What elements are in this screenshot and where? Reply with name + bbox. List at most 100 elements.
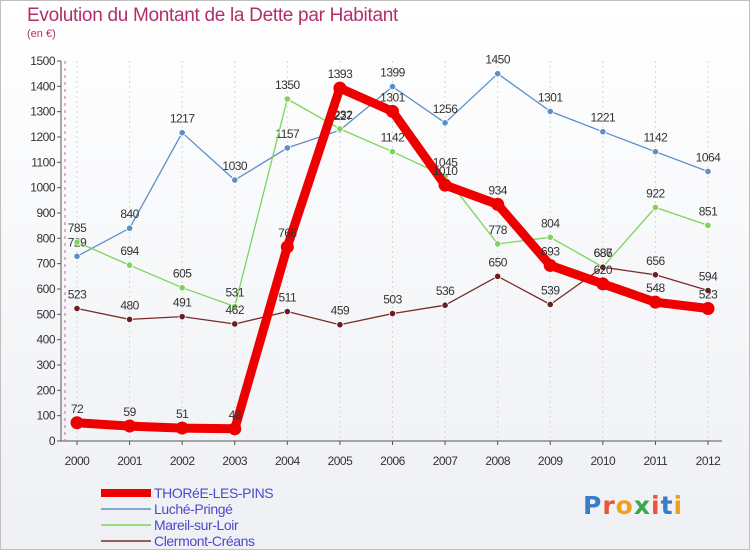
series-point-1	[73, 252, 81, 260]
series-point-0	[175, 421, 189, 435]
logo-letter: o	[615, 491, 634, 520]
legend-label-clermont: Clermont-Créans	[154, 533, 255, 549]
y-tick-label: 1300	[30, 105, 56, 119]
series-point-0	[596, 277, 610, 291]
data-label-1: 1399	[380, 66, 406, 80]
data-label-1: 1221	[590, 111, 616, 125]
data-label-2: 851	[699, 204, 718, 218]
data-label-3: 656	[646, 254, 665, 268]
series-point-2	[546, 233, 554, 241]
y-tick-label: 1500	[30, 54, 56, 68]
series-point-2	[178, 284, 186, 292]
logo-letter: P	[583, 491, 603, 520]
data-label-3: 536	[436, 284, 455, 298]
y-tick-label: 1100	[31, 155, 56, 169]
series-point-1	[546, 107, 554, 116]
series-point-1	[388, 82, 397, 91]
data-label-0: 693	[541, 244, 560, 258]
data-label-3: 491	[173, 296, 192, 310]
data-label-2: 1142	[381, 131, 406, 145]
y-tick-label: 900	[36, 206, 55, 220]
data-label-0: 523	[699, 288, 718, 302]
data-label-3: 594	[699, 270, 718, 284]
y-tick-label: 500	[36, 307, 55, 321]
series-point-2	[704, 221, 712, 230]
series-point-3	[651, 271, 660, 279]
x-tick-label: 2007	[433, 454, 459, 468]
data-label-1: 1450	[485, 53, 511, 67]
y-tick-label: 700	[36, 257, 55, 271]
series-point-0	[228, 422, 242, 436]
x-tick-label: 2005	[328, 454, 354, 468]
series-point-1	[231, 176, 239, 184]
data-label-0: 934	[488, 183, 507, 197]
data-label-1: 1217	[170, 112, 196, 126]
series-point-0	[491, 197, 505, 211]
x-tick-label: 2012	[696, 454, 722, 468]
series-point-2	[494, 240, 502, 248]
data-label-1: 1301	[538, 90, 564, 104]
series-point-2	[388, 148, 397, 156]
legend-swatch-mareil	[101, 524, 151, 526]
series-point-1	[494, 70, 502, 78]
data-label-1: 840	[120, 207, 139, 221]
series-point-1	[283, 144, 291, 152]
x-tick-label: 2002	[170, 454, 196, 468]
data-label-1: 1142	[644, 131, 669, 145]
data-label-2: 687	[594, 246, 613, 260]
series-point-1	[704, 167, 712, 176]
data-label-3: 511	[279, 291, 297, 305]
x-tick-label: 2001	[117, 454, 143, 468]
chart-title: Evolution du Montant de la Dette par Hab…	[27, 5, 398, 26]
data-label-0: 620	[594, 263, 613, 277]
series-point-1	[178, 129, 186, 137]
data-label-3: 503	[383, 293, 402, 307]
x-tick-label: 2011	[644, 454, 669, 468]
data-label-1: 1157	[275, 127, 300, 141]
data-label-0: 1301	[380, 90, 406, 104]
data-label-0: 48	[229, 408, 242, 422]
series-point-3	[704, 286, 712, 295]
series-point-0	[438, 178, 452, 192]
data-label-0: 51	[176, 407, 189, 421]
data-label-3: 686	[594, 246, 613, 260]
series-point-0	[280, 240, 294, 254]
series-point-3	[336, 321, 344, 329]
x-tick-label: 2006	[380, 454, 406, 468]
series-point-3	[388, 309, 397, 318]
series-point-3	[231, 320, 239, 328]
data-label-0: 1393	[328, 67, 354, 81]
series-point-0	[648, 295, 662, 309]
data-label-3: 539	[541, 283, 560, 297]
data-label-1: 1064	[696, 150, 722, 164]
y-tick-label: 600	[36, 282, 55, 296]
series-point-2	[125, 261, 134, 269]
logo-letter: i	[673, 491, 684, 520]
series-point-2	[73, 238, 81, 246]
data-label-3: 650	[488, 255, 507, 269]
series-point-1	[599, 128, 607, 136]
logo-letter: t	[660, 491, 674, 520]
series-point-1	[441, 119, 449, 127]
legend-swatch-luche	[101, 508, 151, 510]
series-point-3	[125, 315, 134, 323]
data-label-2: 605	[173, 267, 192, 281]
x-tick-label: 2000	[65, 454, 91, 468]
series-point-2	[336, 125, 344, 133]
series-point-0	[386, 104, 399, 118]
data-label-2: 1045	[433, 155, 459, 169]
proxiti-logo: Proxiti	[583, 491, 683, 520]
y-tick-label: 400	[36, 333, 55, 347]
x-tick-label: 2010	[590, 454, 616, 468]
data-label-1: 1256	[433, 102, 459, 116]
data-label-0: 59	[123, 405, 136, 419]
data-label-1: 1030	[222, 159, 248, 173]
series-point-0	[701, 302, 715, 316]
data-label-2: 778	[488, 223, 507, 237]
data-label-3: 459	[331, 304, 350, 318]
y-tick-label: 1400	[30, 79, 56, 93]
data-label-2: 922	[646, 186, 665, 200]
data-label-0: 1010	[433, 164, 459, 178]
series-point-3	[441, 301, 449, 309]
legend-label-thoree: THORéE-LES-PINS	[154, 485, 274, 501]
